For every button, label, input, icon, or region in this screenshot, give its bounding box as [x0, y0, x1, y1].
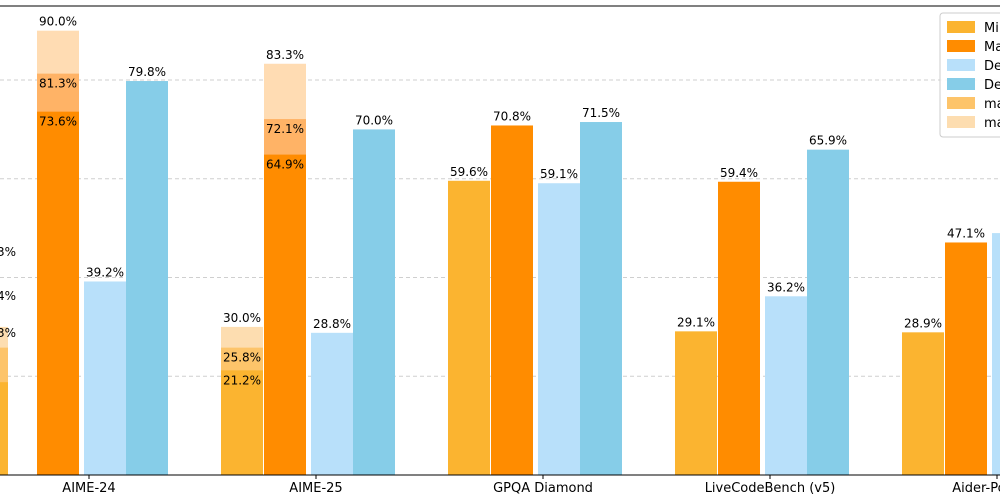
bar — [37, 111, 79, 475]
bar — [902, 332, 944, 475]
bar — [126, 81, 168, 475]
bar — [311, 332, 353, 475]
bars — [0, 30, 1000, 476]
axes: AIME-24 AIME-25 GPQA Diamond LiveCodeBench … — [0, 5, 1000, 496]
data-label: 71.5% — [582, 106, 620, 120]
data-label: 4% — [0, 289, 16, 303]
bar — [448, 180, 490, 475]
data-label: 3% — [0, 326, 16, 340]
x-tick-label: AIME-24 — [62, 481, 115, 496]
bar — [84, 281, 126, 475]
bar — [538, 183, 580, 475]
legend-label: ma — [984, 97, 1000, 112]
data-label: 39.2% — [86, 265, 124, 279]
bar — [580, 122, 622, 475]
data-labels: 73.6% 81.3% 90.0% 39.2% 79.8% 21.2% 25.8% 30.0%… — [0, 15, 985, 388]
data-label: 47.1% — [947, 226, 985, 240]
data-label: 70.0% — [355, 113, 393, 127]
legend-label: ma — [984, 116, 1000, 131]
bar — [353, 129, 395, 475]
data-label: 65.9% — [809, 134, 847, 148]
legend: Mi Ma De De ma ma — [939, 12, 1000, 138]
data-label: 59.4% — [720, 166, 758, 180]
data-label: 28.9% — [904, 316, 942, 330]
legend-swatch — [947, 116, 975, 128]
data-label: 83.3% — [266, 48, 304, 62]
bar — [807, 149, 849, 475]
bar — [264, 154, 306, 476]
bar — [0, 382, 8, 475]
data-label: 90.0% — [39, 15, 77, 29]
data-label: 25.8% — [223, 351, 261, 365]
x-tick-label: AIME-25 — [289, 481, 342, 496]
legend-swatch — [947, 21, 975, 33]
x-tick-label: Aider-Polyglot — [952, 481, 1000, 496]
bar — [675, 331, 717, 475]
x-tick-label: GPQA Diamond — [493, 481, 593, 496]
legend-swatch — [947, 78, 975, 90]
data-label: 29.1% — [677, 315, 715, 329]
data-label: 59.6% — [450, 165, 488, 179]
legend-swatch — [947, 97, 975, 109]
bar — [491, 125, 533, 475]
legend-label: De — [984, 78, 1000, 93]
data-label: 36.2% — [767, 280, 805, 294]
data-label: 30.0% — [223, 311, 261, 325]
data-label: 70.8% — [493, 109, 531, 123]
bar — [945, 242, 987, 475]
legend-label: Mi — [984, 21, 999, 36]
x-tick-label: LiveCodeBench (v5) — [705, 481, 836, 496]
data-label: 72.1% — [266, 122, 304, 136]
data-label: 64.9% — [266, 158, 304, 172]
data-label: 21.2% — [223, 373, 261, 387]
bar — [765, 296, 807, 475]
legend-swatch — [947, 40, 975, 52]
bar — [221, 370, 263, 475]
data-label: 28.8% — [313, 317, 351, 331]
bar — [718, 181, 760, 475]
legend-label: De — [984, 59, 1000, 74]
legend-label: Ma — [984, 40, 1000, 55]
data-label: 3% — [0, 245, 16, 259]
data-label: 59.1% — [540, 167, 578, 181]
data-label: 79.8% — [128, 65, 166, 79]
data-label: 81.3% — [39, 77, 77, 91]
legend-swatch — [947, 59, 975, 71]
bar — [992, 233, 1000, 475]
data-label: 73.6% — [39, 115, 77, 129]
